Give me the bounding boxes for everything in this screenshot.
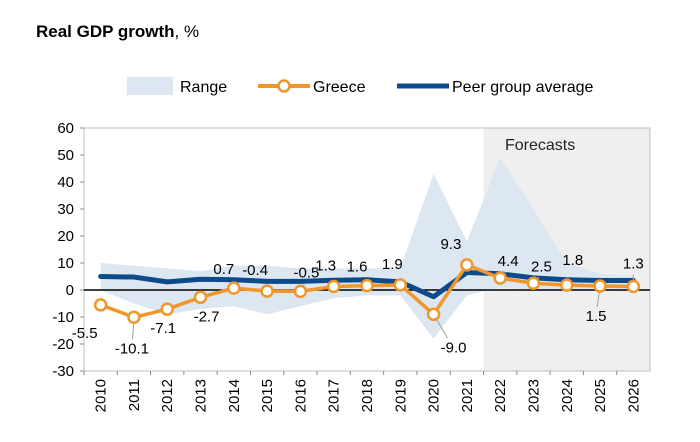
greece-data-label-2018: 1.6	[347, 259, 368, 276]
x-tick-label: 2014	[226, 379, 243, 412]
greece-data-label-2014: 0.7	[213, 261, 234, 278]
greece-marker-2020	[426, 307, 441, 322]
greece-data-label-2012: -7.1	[150, 320, 176, 337]
greece-marker-2017	[326, 279, 341, 294]
greece-data-label-2017: 1.3	[315, 257, 336, 274]
greece-data-label-2013: -2.7	[194, 308, 220, 325]
greece-data-label-2011: -10.1	[115, 340, 149, 357]
x-tick-label: 2024	[559, 379, 576, 412]
plot-frame	[83, 127, 651, 372]
y-tick-label: 60	[57, 120, 74, 137]
greece-marker-2025	[593, 279, 607, 293]
x-tick-label: 2020	[426, 379, 443, 412]
greece-marker-2010	[93, 298, 108, 312]
greece-marker-2021	[460, 258, 474, 272]
greece-marker-2019	[393, 278, 408, 292]
legend-range-label: Range	[180, 79, 227, 96]
x-tick-label: 2017	[326, 379, 343, 412]
greece-data-label-2023: 2.5	[531, 258, 552, 275]
y-tick-label: -20	[52, 336, 74, 353]
greece-data-label-2016: -0.5	[293, 264, 319, 281]
y-tick-label: 40	[57, 174, 74, 191]
y-tick-label: 20	[57, 228, 74, 245]
y-tick-label: 0	[66, 282, 74, 299]
legend-greece-marker	[277, 79, 291, 93]
y-tick-label: 30	[57, 201, 74, 218]
greece-data-label-2020: -9.0	[441, 339, 467, 356]
x-tick-label: 2013	[193, 379, 210, 412]
greece-data-label-2025: 1.5	[586, 308, 607, 325]
y-tick-label: 10	[57, 255, 74, 272]
x-tick-label: 2018	[359, 379, 376, 412]
greece-marker-2018	[360, 278, 374, 293]
greece-data-label-2015: -0.4	[242, 262, 268, 279]
greece-data-label-2010: -5.5	[72, 325, 98, 342]
greece-marker-2013	[193, 290, 208, 305]
legend-range-swatch	[127, 77, 173, 95]
legend-peer-label: Peer group average	[452, 79, 594, 96]
legend-greece-label: Greece	[313, 79, 366, 96]
y-tick-label: 50	[57, 147, 74, 164]
x-tick-label: 2022	[492, 379, 509, 412]
greece-data-label-2024: 1.8	[562, 252, 583, 269]
plot-area: -30 -20 -10 0 10 20 30 40 50 60 2010 2011 2012 2013 20…	[52, 120, 651, 412]
greece-marker-2016	[293, 284, 308, 299]
x-tick-label: 2019	[392, 379, 409, 412]
chart-title-main: Real GDP growth	[36, 22, 175, 41]
greece-marker-2015	[260, 284, 274, 298]
greece-marker-2022	[493, 271, 507, 285]
forecast-label: Forecasts	[505, 137, 575, 154]
x-tick-label: 2012	[159, 379, 176, 412]
x-tick-label: 2025	[592, 379, 609, 412]
greece-marker-2012	[160, 302, 174, 316]
greece-data-label-2026: 1.3	[623, 255, 644, 272]
greece-data-label-2021: 9.3	[440, 236, 461, 253]
legend: Range Greece Peer group average	[127, 77, 594, 96]
y-tick-label: -30	[52, 363, 74, 380]
greece-marker-2026	[626, 279, 641, 294]
greece-data-label-2022: 4.4	[498, 253, 519, 270]
x-tick-label: 2010	[93, 379, 110, 412]
x-tick-label: 2011	[126, 379, 143, 411]
x-tick-label: 2026	[625, 379, 642, 412]
greece-marker-2011	[127, 310, 141, 325]
greece-marker-2023	[526, 276, 541, 290]
greece-marker-2014	[227, 281, 241, 295]
y-tick-label: -10	[52, 309, 74, 326]
chart-title-unit: , %	[174, 22, 200, 41]
x-tick-label: 2023	[525, 379, 542, 412]
x-tick-label: 2016	[292, 379, 309, 412]
greece-marker-2024	[560, 278, 574, 292]
chart-title: Real GDP growth, %	[36, 22, 199, 42]
greece-data-label-2019: 1.9	[382, 256, 403, 273]
x-tick-label: 2021	[459, 379, 476, 412]
x-tick-label: 2015	[259, 379, 276, 412]
